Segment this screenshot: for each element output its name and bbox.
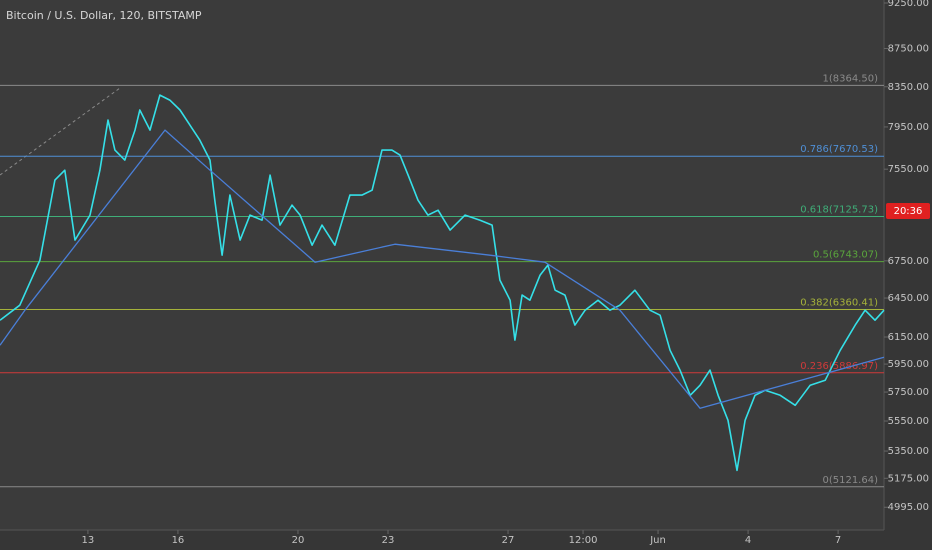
y-tick-label: 6450.00: [888, 293, 929, 304]
price-line: [0, 129, 885, 409]
y-tick-label: 5550.00: [888, 416, 929, 427]
chart-title: Bitcoin / U.S. Dollar, 120, BITSTAMP: [6, 9, 202, 22]
y-tick-label: 7550.00: [888, 164, 929, 175]
x-tick-label: 23: [382, 535, 395, 546]
fib-label: 0.382(6360.41): [800, 297, 878, 308]
y-tick-label: 7950.00: [888, 122, 929, 133]
countdown: 20:36: [894, 206, 923, 217]
y-tick-label: 5950.00: [888, 359, 929, 370]
fib-label: 1(8364.50): [822, 73, 878, 84]
countdown-badge: [886, 203, 930, 219]
plot-area: [0, 0, 884, 530]
x-tick-label: 20: [292, 535, 305, 546]
y-tick-label: 8750.00: [888, 43, 929, 54]
y-tick-label: 6750.00: [888, 256, 929, 267]
x-tick-label: Jun: [649, 535, 666, 546]
marks: 1(8364.50) 0.786(7670.53) 0.618(7125.73) 0.…: [0, 73, 885, 488]
fib-label: 0.236(5886.97): [800, 361, 878, 372]
y-tick-label: 9250.00: [888, 0, 929, 9]
x-tick-label: 4: [745, 535, 751, 546]
x-tick-label: 16: [172, 535, 185, 546]
x-tick-label: 7: [835, 535, 841, 546]
y-tick-label: 5750.00: [888, 387, 929, 398]
fib-label: 0.618(7125.73): [800, 205, 878, 216]
price-line: [0, 94, 885, 472]
y-tick-label: 5175.00: [888, 473, 929, 484]
fib-label: 0.5(6743.07): [813, 250, 878, 261]
y-tick-label: 8350.00: [888, 82, 929, 93]
y-tick-label: 5350.00: [888, 446, 929, 457]
x-tick-label: 13: [82, 535, 95, 546]
fib-label: 0(5121.64): [822, 475, 878, 486]
x-tick-label: 12:00: [569, 535, 598, 546]
y-tick-label: 6150.00: [888, 332, 929, 343]
fib-label: 0.786(7670.53): [800, 144, 878, 155]
trend-dash: [0, 87, 121, 176]
y-tick-label: 4995.00: [888, 502, 929, 513]
x-tick-label: 27: [502, 535, 515, 546]
